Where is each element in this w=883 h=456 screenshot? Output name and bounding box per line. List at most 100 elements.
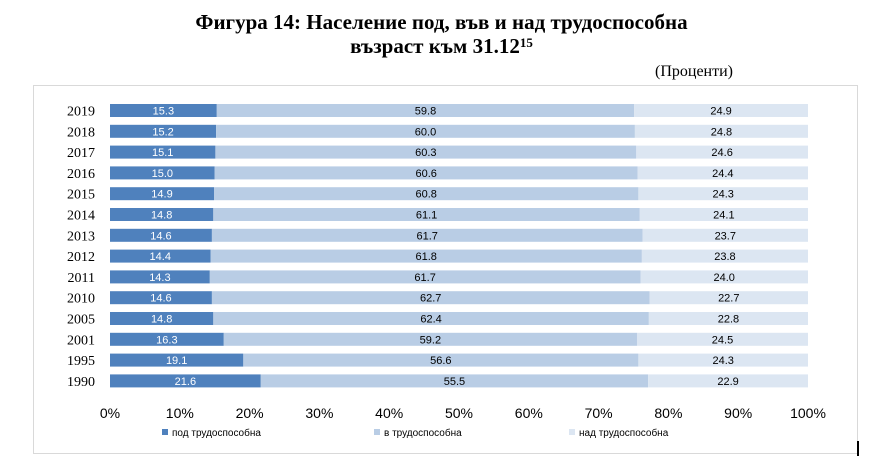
data-label: 16.3 (156, 334, 177, 346)
data-label: 23.8 (714, 251, 735, 263)
bar-segment (636, 332, 808, 346)
bar-segment (110, 249, 211, 263)
data-label: 23.7 (715, 230, 736, 242)
bar-segment (110, 291, 212, 305)
x-tick-label: 80% (654, 405, 682, 421)
bars-layer: 15.3 59.8 24.9 15.2 60.0 24.8 15.1 60.3 24.6 15.0… (110, 104, 808, 388)
data-label: 61.7 (417, 230, 438, 242)
bar-segment (243, 353, 639, 367)
bar-segment (110, 332, 224, 346)
bar-segment (640, 270, 808, 284)
data-label: 56.6 (430, 355, 451, 367)
chart-title-line2-text: възраст към 31.12 (350, 34, 520, 58)
data-label: 19.1 (166, 355, 187, 367)
bar-segment (110, 145, 216, 159)
x-tick-label: 60% (515, 405, 543, 421)
legend: под трудоспособна в трудоспособна над труд… (162, 427, 669, 439)
data-label: 24.6 (711, 147, 732, 159)
bar-segment (110, 124, 217, 138)
legend-label: над трудоспособна (579, 427, 669, 439)
legend-swatch (162, 429, 168, 435)
bar-segment (649, 291, 808, 305)
x-tick-label: 30% (305, 405, 333, 421)
data-label: 22.7 (718, 293, 739, 305)
y-tick-label: 1995 (67, 354, 95, 369)
footnote-ref: 15 (519, 35, 533, 50)
data-label: 60.8 (415, 189, 436, 201)
y-tick-label: 2001 (67, 333, 95, 348)
bar-segment (216, 104, 635, 117)
y-tick-label: 2018 (67, 125, 95, 140)
y-axis-labels: 2019 2018 2017 2016 2015 2014 2013 2012 2011 2010… (67, 105, 95, 390)
bar-segment (214, 166, 638, 180)
data-label: 24.3 (712, 189, 733, 201)
bar-segment (637, 166, 808, 180)
bar-segment (211, 228, 643, 242)
chart-frame (33, 85, 858, 454)
legend-swatch (374, 429, 380, 435)
data-label: 62.4 (420, 314, 441, 326)
y-tick-label: 2014 (67, 209, 95, 224)
data-label: 15.0 (152, 168, 173, 180)
legend-label: в трудоспособна (384, 427, 462, 439)
bar-segment (110, 187, 215, 201)
chart-title-line2: възраст към 31.1215 (0, 34, 883, 58)
data-label: 14.3 (149, 272, 170, 284)
data-label: 14.4 (150, 251, 171, 263)
text-cursor-mark (857, 441, 859, 456)
data-label: 24.5 (712, 334, 733, 346)
x-tick-label: 10% (166, 405, 194, 421)
bar-segment (641, 249, 808, 263)
y-tick-label: 2010 (67, 292, 95, 307)
bar-segment (638, 353, 808, 367)
y-tick-label: 2005 (67, 313, 95, 328)
data-label: 24.8 (711, 126, 732, 138)
chart-title-line1: Фигура 14: Население под, във и над труд… (195, 10, 688, 34)
data-label: 24.9 (710, 106, 731, 118)
data-label: 61.7 (414, 272, 435, 284)
data-label: 22.9 (717, 376, 738, 388)
y-tick-label: 2019 (67, 105, 95, 120)
data-label: 55.5 (444, 376, 465, 388)
bar-segment (110, 228, 212, 242)
bar-segment (223, 332, 637, 346)
y-tick-label: 1990 (67, 375, 95, 390)
data-label: 14.6 (150, 293, 171, 305)
y-tick-label: 2011 (68, 271, 95, 286)
x-tick-label: 100% (790, 405, 826, 421)
data-label: 60.3 (415, 147, 436, 159)
bar-segment (639, 208, 808, 221)
bar-segment (110, 270, 210, 284)
bar-segment (634, 124, 808, 138)
data-label: 14.6 (150, 230, 171, 242)
y-tick-label: 2013 (67, 229, 95, 244)
x-tick-label: 70% (585, 405, 613, 421)
bar-segment (110, 312, 214, 325)
unit-label: (Проценти) (655, 63, 733, 80)
bar-segment (642, 228, 808, 242)
bar-segment (634, 104, 808, 117)
bar-segment (214, 187, 639, 201)
data-label: 21.6 (175, 376, 196, 388)
data-label: 24.0 (714, 272, 735, 284)
x-tick-label: 0% (100, 405, 120, 421)
data-label: 62.7 (420, 293, 441, 305)
data-label: 24.4 (712, 168, 733, 180)
legend-swatch (569, 429, 575, 435)
bar-segment (260, 374, 649, 388)
y-tick-label: 2017 (67, 146, 95, 161)
chart-title: Фигура 14: Население под, във и над труд… (0, 10, 883, 58)
data-label: 14.8 (151, 210, 172, 222)
bar-segment (110, 353, 244, 367)
bar-segment (648, 374, 808, 388)
bar-segment (211, 291, 650, 305)
data-label: 15.3 (153, 106, 174, 118)
data-label: 60.0 (415, 126, 436, 138)
data-label: 61.1 (416, 210, 437, 222)
bar-segment (210, 249, 642, 263)
bar-segment (209, 270, 641, 284)
data-label: 61.8 (415, 251, 436, 263)
x-tick-label: 90% (724, 405, 752, 421)
data-label: 24.3 (712, 355, 733, 367)
